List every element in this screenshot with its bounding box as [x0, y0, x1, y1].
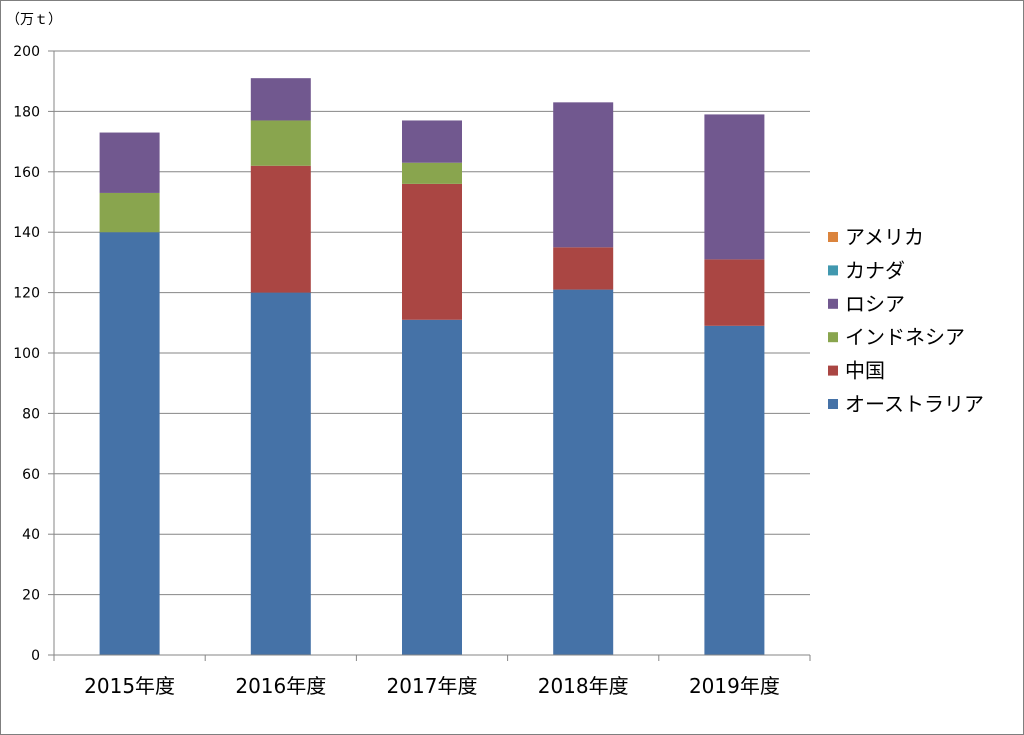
- x-tick-label: 2019年度: [689, 674, 780, 698]
- y-tick-label: 140: [13, 225, 40, 241]
- y-tick-label: 0: [31, 648, 40, 664]
- x-tick-label: 2015年度: [84, 674, 175, 698]
- legend-label: ロシア: [845, 292, 905, 316]
- bar-segment: [553, 289, 614, 655]
- legend-swatch: [828, 298, 838, 309]
- y-tick-labels: 0 20 40 60 80 100 120 140 160 180 200: [13, 44, 40, 664]
- legend-label: アメリカ: [845, 225, 924, 249]
- bars: [99, 78, 765, 655]
- legend-label: 中国: [845, 359, 885, 383]
- bar-segment: [99, 132, 160, 193]
- bar-segment: [402, 120, 462, 163]
- bar-segment: [402, 319, 462, 655]
- bar-segment: [250, 78, 311, 121]
- y-tick-label: 80: [22, 406, 40, 422]
- legend-swatch: [828, 232, 838, 242]
- x-tick-labels: 2015年度 2016年度 2017年度 2018年度 2019年度: [84, 674, 780, 698]
- x-tick-label: 2016年度: [235, 674, 326, 698]
- legend-swatch: [828, 265, 838, 276]
- y-tick-label: 160: [13, 165, 40, 181]
- bar-segment: [250, 292, 311, 655]
- y-tick-label: 40: [22, 527, 40, 543]
- bar-segment: [99, 192, 160, 233]
- bar-segment: [553, 247, 614, 290]
- x-tick-label: 2018年度: [538, 674, 629, 698]
- y-tick-label: 100: [13, 346, 40, 362]
- y-tick-label: 200: [13, 44, 40, 60]
- bar-segment: [250, 120, 311, 166]
- legend-swatch: [828, 399, 838, 409]
- bar-segment: [402, 183, 462, 320]
- bar-segment: [704, 114, 765, 260]
- x-tick-label: 2017年度: [387, 674, 478, 698]
- bar-segment: [553, 102, 614, 248]
- unit-label: （万ｔ）: [6, 12, 62, 28]
- y-tick-label: 20: [22, 588, 40, 604]
- axes: [53, 51, 811, 661]
- legend-swatch: [828, 332, 838, 343]
- legend-label: オーストラリア: [845, 392, 984, 416]
- legend-label: インドネシア: [845, 325, 965, 349]
- bar-segment: [250, 165, 311, 293]
- y-tick-label: 180: [13, 104, 40, 120]
- legend-swatch: [828, 365, 838, 376]
- legend-label: カナダ: [845, 258, 905, 282]
- y-tick-label: 120: [13, 286, 40, 302]
- bar-segment: [402, 162, 462, 184]
- bar-segment: [704, 259, 765, 326]
- y-tick-label: 60: [22, 467, 40, 483]
- bar-segment: [704, 325, 765, 655]
- bar-segment: [99, 232, 160, 655]
